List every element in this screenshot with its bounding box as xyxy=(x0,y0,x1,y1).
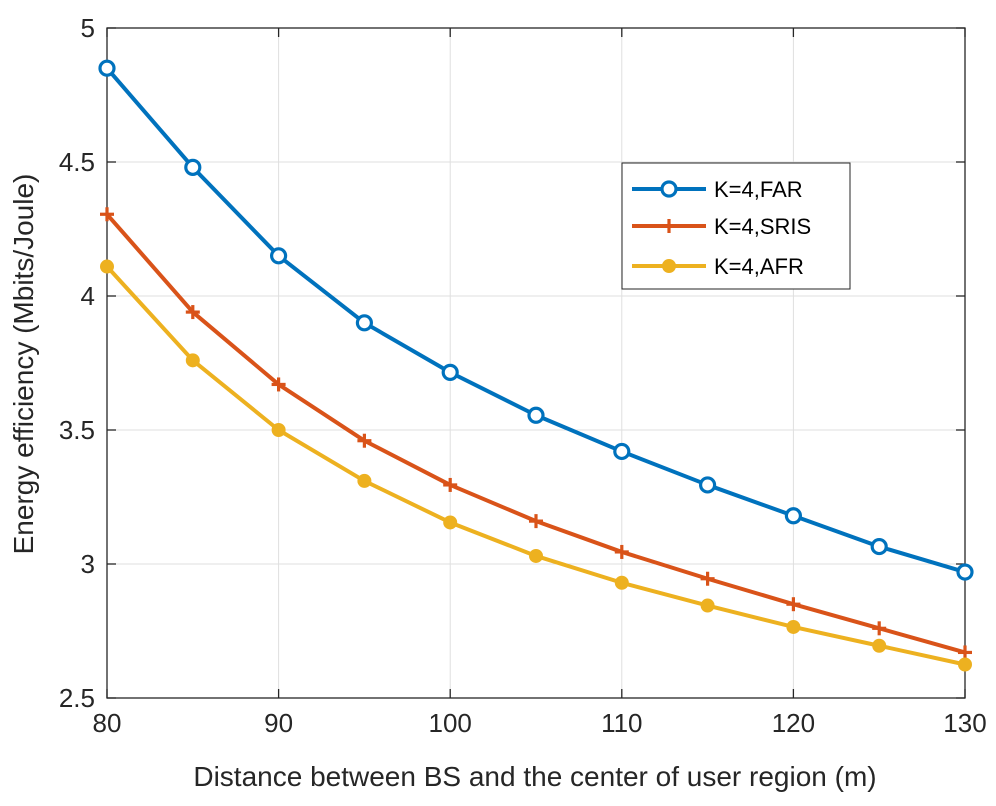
data-point xyxy=(185,353,200,368)
series-layer xyxy=(98,59,974,672)
data-point xyxy=(786,597,801,612)
tick-labels: 80 90 100 110 120 130 2.5 3 3.5 4 4.5 5 xyxy=(59,13,987,738)
data-point xyxy=(872,621,887,636)
x-tick-label: 100 xyxy=(429,708,472,738)
data-point xyxy=(784,507,803,525)
y-tick-label: 4 xyxy=(81,281,95,311)
axes xyxy=(106,27,966,699)
data-point xyxy=(100,207,114,222)
x-tick-label: 130 xyxy=(943,708,986,738)
data-point xyxy=(958,657,972,672)
y-tick-label: 4.5 xyxy=(59,147,95,177)
x-tick-label: 110 xyxy=(601,708,642,738)
data-point xyxy=(271,423,286,437)
data-point xyxy=(700,598,715,613)
data-point xyxy=(355,314,373,332)
x-tick-label: 90 xyxy=(264,708,293,738)
data-point xyxy=(529,548,543,563)
data-point xyxy=(872,638,887,653)
legend-item-2: K=4,SRIS xyxy=(632,214,811,239)
data-point xyxy=(357,433,372,448)
y-axis-title: Energy efficiency (Mbits/Joule) xyxy=(8,174,39,555)
data-point xyxy=(271,377,286,392)
data-point xyxy=(441,363,459,381)
legend-label: K=4,SRIS xyxy=(714,214,811,239)
data-point xyxy=(786,619,801,634)
axes-box xyxy=(106,27,966,699)
series-1 xyxy=(98,59,974,581)
data-point xyxy=(529,514,543,529)
x-tick-label: 80 xyxy=(93,708,122,738)
plot-area xyxy=(107,28,965,698)
legend-items: K=4,FAR K=4,SRIS K=4,AFR xyxy=(632,177,811,279)
data-point xyxy=(700,571,715,586)
y-tick-label: 3 xyxy=(81,549,95,579)
data-point xyxy=(527,406,545,424)
data-point xyxy=(958,645,972,660)
data-point xyxy=(870,537,888,556)
data-point xyxy=(357,473,372,488)
grid xyxy=(106,27,966,699)
y-tick-label: 2.5 xyxy=(59,683,95,713)
data-point xyxy=(662,259,676,273)
data-point xyxy=(698,476,717,494)
data-point xyxy=(98,59,116,77)
data-point xyxy=(662,219,676,233)
legend-item-1: K=4,FAR xyxy=(632,177,803,202)
data-point xyxy=(956,563,974,581)
data-point xyxy=(443,515,458,530)
data-point xyxy=(614,544,629,559)
legend-item-3: K=4,AFR xyxy=(632,254,804,279)
data-point xyxy=(100,259,114,274)
data-point xyxy=(614,575,629,590)
series-3 xyxy=(100,259,972,672)
data-point xyxy=(443,477,458,492)
y-tick-label: 3.5 xyxy=(59,415,95,445)
y-tick-label: 5 xyxy=(81,13,95,43)
x-axis-title: Distance between BS and the center of us… xyxy=(193,761,876,792)
legend: K=4,FAR K=4,SRIS K=4,AFR xyxy=(621,162,851,290)
series-2 xyxy=(100,207,972,660)
x-tick-label: 120 xyxy=(772,708,815,738)
data-point xyxy=(613,442,631,461)
legend-label: K=4,FAR xyxy=(714,177,803,202)
data-point xyxy=(660,180,678,198)
data-point xyxy=(184,158,202,176)
data-point xyxy=(185,305,200,320)
legend-label: K=4,AFR xyxy=(714,254,804,279)
data-point xyxy=(270,247,288,265)
